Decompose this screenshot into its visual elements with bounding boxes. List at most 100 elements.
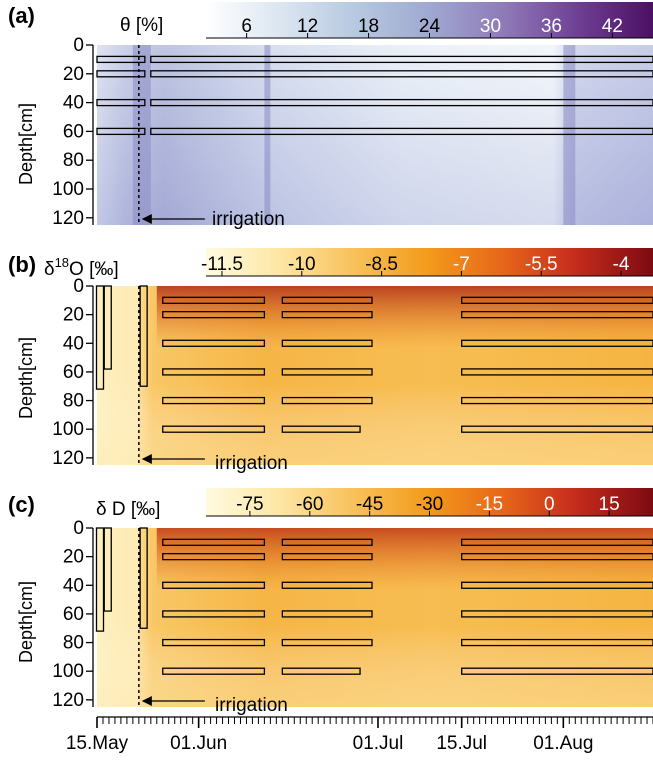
y-tick-label: 40 [63,93,84,114]
sensor-bar [96,98,146,107]
plot-area-c: 0 20 40 60 80 100 120 [52,518,653,711]
sampling-bar [281,581,373,589]
profile-bar [139,285,148,387]
x-tick-label: 01.Jul [353,733,404,754]
sampling-bar [162,368,266,376]
sensor-bar [150,98,653,107]
colorbar-title-a: θ [%] [120,15,163,36]
y-tick-label: 60 [63,121,84,142]
colorbar-tick-label: -8.5 [365,254,398,275]
sampling-bar [162,552,266,561]
colorbar-title-b: δ18O [‰] [44,255,119,280]
colorbar-tick-label: -30 [416,494,443,515]
colorbar-tick-label: 12 [297,16,318,37]
x-tick-label: 15.May [66,733,129,754]
sampling-bar [162,538,266,546]
sampling-bar [162,339,266,347]
y-tick-label: 20 [63,547,84,568]
sampling-bar [162,581,266,589]
y-tick-label: 80 [63,391,84,412]
sampling-bar [162,667,266,675]
profile-bar [103,527,112,612]
y-tick-label: 60 [63,362,84,383]
colorbar-tick-label: -7 [453,254,470,275]
colorbar-gradient [206,2,653,38]
colorbar-a: 6 12 18 24 30 36 42 [206,2,653,39]
colorbar-tick-label: -11.5 [201,254,243,275]
sampling-bar [461,538,653,546]
colorbar-title-c: δ D [‰] [96,499,160,520]
sampling-bar [281,296,373,304]
colorbar-tick-label: -60 [296,494,323,515]
sampling-bar [281,339,373,347]
sensor-bar [96,127,146,136]
sensor-bar [150,127,653,136]
profile-bar [103,285,112,370]
profile-bar [95,285,105,390]
sampling-bar [461,296,653,304]
sampling-bar [461,310,653,319]
sampling-bar [281,368,373,376]
sampling-bar [281,552,373,561]
y-tick-label: 100 [52,179,84,200]
colorbar-tick-label: 0 [544,494,555,515]
sampling-bar [281,610,373,618]
y-tick-label: 120 [52,448,84,469]
sampling-bar [281,310,373,319]
colorbar-tick-label: 18 [358,16,379,37]
sampling-bar [461,610,653,618]
sampling-bar [162,610,266,618]
colorbar-tick-label: -75 [236,494,263,515]
sampling-bar [281,638,373,647]
sampling-bar [461,581,653,589]
sampling-bar [281,396,373,405]
sensor-bar [150,55,653,64]
colorbar-tick-label: 6 [241,16,252,37]
colorbar-tick-label: 15 [599,494,620,515]
y-tick-label: 20 [63,305,84,326]
colorbar-tick-label: -15 [476,494,503,515]
irrigation-arrowhead [141,214,152,224]
x-tick-label: 01.Jun [170,733,227,754]
sensor-bar [96,55,146,64]
depth-shading [97,384,653,465]
x-tick-label: 15.Jul [436,733,487,754]
y-axis-label-a: Depth[cm] [16,103,36,185]
sampling-bar [281,667,361,675]
panel-a: (a) θ [%] 6 12 18 24 30 36 42 020406080100120 … [8,2,653,230]
irrigation-label-b: irrigation [215,453,288,474]
sampling-bar [162,310,266,319]
profile-bar [95,527,105,632]
y-tick-label: 120 [52,690,84,711]
y-tick-label: 80 [63,150,84,171]
y-tick-label: 0 [73,35,84,56]
sampling-bar [461,667,653,675]
x-tick-label: 01.Aug [533,733,593,754]
sampling-bar [162,396,266,405]
sampling-bar [461,552,653,561]
sensor-bar [150,70,653,78]
y-tick-label: 40 [63,333,84,354]
colorbar-gradient [206,248,653,276]
y-tick-label: 40 [63,575,84,596]
colorbar-tick-label: -4 [613,254,630,275]
sampling-bar [162,638,266,647]
sampling-bar [461,638,653,647]
y-tick-label: 0 [73,276,84,297]
y-tick-label: 0 [73,518,84,539]
colorbar-title-b-sup: 18 [55,255,69,270]
x-axis: 15.May 01.Jun 01.Jul 15.Jul 01.Aug [66,716,653,754]
plot-area-a: 0 20 40 60 80 100 120 [52,35,653,229]
panel-letter-c: (c) [8,492,35,517]
y-tick-label: 20 [63,64,84,85]
colorbar-tick-label: 36 [541,16,562,37]
colorbar-tick-label: -45 [356,494,383,515]
sampling-bar [162,425,266,433]
sampling-bar [461,368,653,376]
y-tick-label: 100 [52,419,84,440]
irrigation-arrowhead [141,454,152,464]
sampling-bar [461,339,653,347]
y-tick-label: 60 [63,604,84,625]
irrigation-arrowhead [141,696,152,706]
colorbar-title-b-main: δ [44,259,55,280]
